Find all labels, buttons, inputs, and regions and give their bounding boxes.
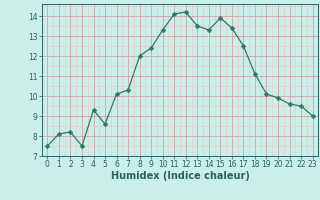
- X-axis label: Humidex (Indice chaleur): Humidex (Indice chaleur): [111, 171, 249, 181]
